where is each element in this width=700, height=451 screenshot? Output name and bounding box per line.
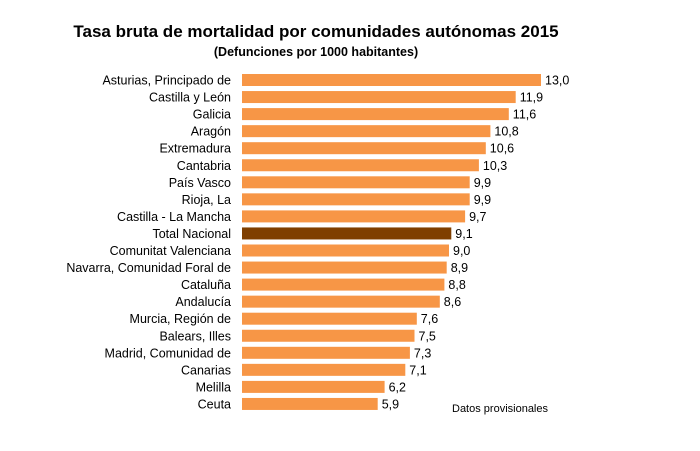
- value-label: 11,9: [520, 91, 543, 105]
- bar-15: [242, 329, 415, 342]
- category-label: Murcia, Región de: [130, 312, 231, 326]
- value-label: 8,8: [448, 278, 465, 292]
- value-label: 10,6: [490, 142, 514, 156]
- category-label: Asturias, Principado de: [102, 74, 231, 88]
- bar-6: [242, 176, 470, 189]
- bar-19: [242, 397, 378, 410]
- category-label: Comunitat Valenciana: [110, 244, 231, 258]
- chart-subtitle: (Defunciones por 1000 habitantes): [214, 45, 418, 59]
- value-label: 7,5: [419, 329, 436, 343]
- category-label: Rioja, La: [182, 193, 231, 207]
- category-label: Aragón: [191, 125, 231, 139]
- bar-3: [242, 125, 491, 138]
- value-label: 6,2: [389, 380, 406, 394]
- chart-note: Datos provisionales: [452, 403, 548, 415]
- category-label: Ceuta: [198, 397, 231, 411]
- category-label: Balears, Illes: [159, 329, 231, 343]
- value-label: 7,6: [421, 312, 438, 326]
- bar-1: [242, 91, 516, 104]
- value-label: 9,7: [469, 210, 486, 224]
- bars-group: Asturias, Principado de 13,0 Castilla y Le…: [66, 74, 569, 412]
- value-label: 7,3: [414, 346, 431, 360]
- category-label: Canarias: [181, 363, 231, 377]
- value-label: 9,1: [455, 227, 472, 241]
- value-label: 11,6: [513, 108, 536, 122]
- bar-13: [242, 295, 440, 308]
- value-label: 13,0: [545, 74, 569, 88]
- value-label: 10,8: [494, 125, 518, 139]
- value-label: 9,0: [453, 244, 470, 258]
- bar-14: [242, 312, 417, 325]
- category-label: Navarra, Comunidad Foral de: [66, 261, 231, 275]
- category-label: Castilla y León: [149, 91, 231, 105]
- bar-2: [242, 108, 509, 121]
- category-label: Cantabria: [177, 159, 231, 173]
- bar-4: [242, 142, 486, 155]
- category-label: Andalucía: [175, 295, 231, 309]
- category-label: Castilla - La Mancha: [117, 210, 231, 224]
- bar-5: [242, 159, 479, 172]
- category-label: Madrid, Comunidad de: [105, 346, 232, 360]
- category-label: Melilla: [196, 380, 231, 394]
- bar-18: [242, 380, 385, 393]
- chart-title: Tasa bruta de mortalidad por comunidades…: [73, 22, 558, 41]
- bar-0: [242, 74, 541, 86]
- category-label: Cataluña: [181, 278, 231, 292]
- category-label: Total Nacional: [152, 227, 231, 241]
- bar-17: [242, 363, 406, 376]
- value-label: 8,6: [444, 295, 461, 309]
- bar-11: [242, 261, 447, 274]
- category-label: Extremadura: [159, 142, 231, 156]
- bar-16: [242, 346, 410, 359]
- value-label: 5,9: [382, 397, 399, 411]
- value-label: 9,9: [474, 193, 491, 207]
- bar-10: [242, 244, 449, 257]
- bar-7: [242, 193, 470, 206]
- value-label: 7,1: [409, 363, 426, 377]
- category-label: País Vasco: [169, 176, 231, 190]
- bar-12: [242, 278, 445, 291]
- value-label: 10,3: [483, 159, 507, 173]
- bar-8: [242, 210, 466, 223]
- value-label: 8,9: [451, 261, 468, 275]
- bar-9: [242, 227, 452, 240]
- category-label: Galicia: [193, 108, 231, 122]
- value-label: 9,9: [474, 176, 491, 190]
